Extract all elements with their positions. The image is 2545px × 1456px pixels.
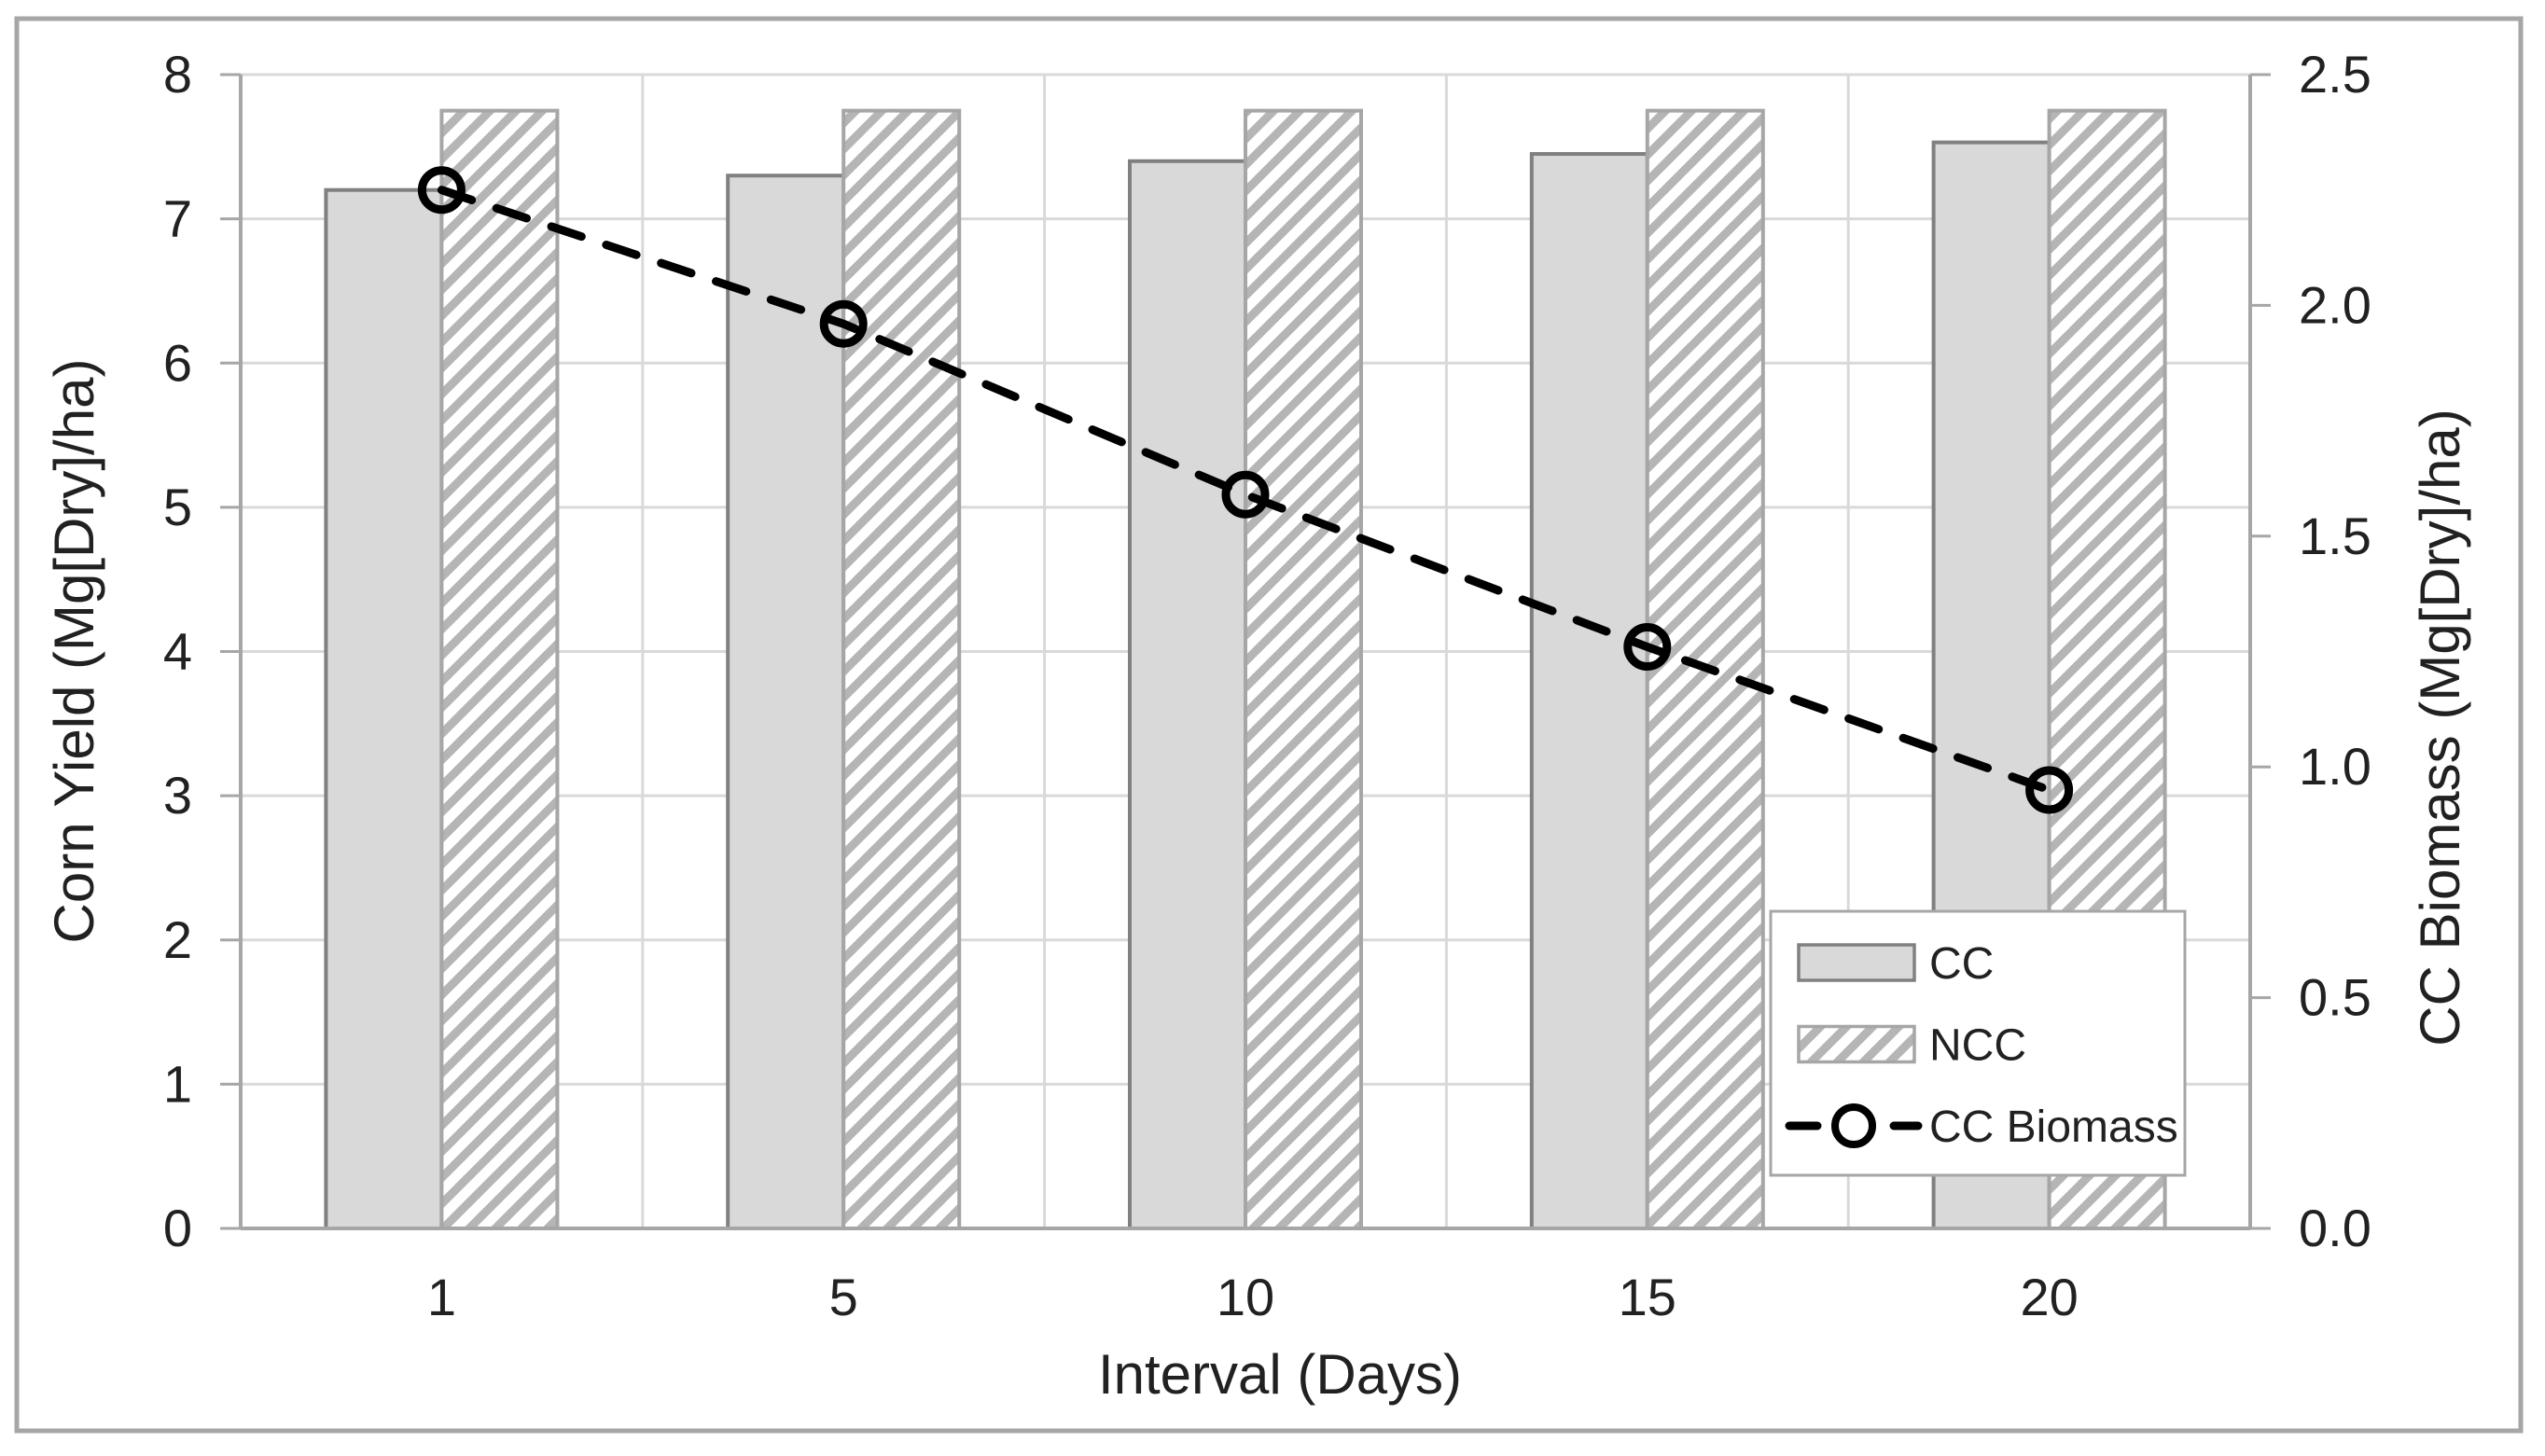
left-axis-title: Corn Yield (Mg[Dry]/ha) bbox=[43, 359, 105, 944]
legend-label-cc-biomass: CC Biomass bbox=[1929, 1102, 2178, 1152]
right-tick-label-0.0: 0.0 bbox=[2299, 1199, 2371, 1257]
x-tick-label-5: 5 bbox=[829, 1268, 858, 1326]
axis-tick-marks bbox=[220, 73, 2271, 1230]
x-tick-label-10: 10 bbox=[1217, 1268, 1274, 1326]
left-tick-label-2: 2 bbox=[163, 910, 192, 969]
right-tick-label-0.5: 0.5 bbox=[2299, 968, 2371, 1027]
x-tick-label-1: 1 bbox=[427, 1268, 456, 1326]
cc-bar-5 bbox=[726, 173, 846, 1230]
left-tick-label-5: 5 bbox=[163, 478, 192, 536]
left-tick-label-0: 0 bbox=[163, 1199, 192, 1257]
cc-biomass-marker-10 bbox=[1221, 470, 1270, 519]
right-axis-tick-labels: 0.0 0.5 1.0 1.5 2.0 2.5 bbox=[2299, 45, 2371, 1257]
legend-swatch-cc bbox=[1797, 943, 1916, 982]
left-axis-tick-labels: 0 1 2 3 4 5 6 7 8 bbox=[163, 45, 192, 1257]
left-tick-label-3: 3 bbox=[163, 766, 192, 825]
x-tick-label-20: 20 bbox=[2020, 1268, 2078, 1326]
right-tick-label-2.5: 2.5 bbox=[2299, 45, 2371, 104]
left-tick-label-1: 1 bbox=[163, 1054, 192, 1113]
cc-bar-1 bbox=[324, 187, 444, 1231]
ncc-bar-10 bbox=[1244, 108, 1363, 1230]
legend-swatch-ncc bbox=[1797, 1024, 1916, 1064]
left-tick-label-7: 7 bbox=[163, 189, 192, 248]
right-tick-label-2.0: 2.0 bbox=[2299, 275, 2371, 334]
left-tick-label-6: 6 bbox=[163, 333, 192, 392]
right-tick-label-1.0: 1.0 bbox=[2299, 737, 2371, 796]
cc-biomass-marker-20 bbox=[2025, 766, 2074, 814]
ncc-bar-1 bbox=[439, 108, 560, 1230]
right-tick-label-1.5: 1.5 bbox=[2299, 506, 2371, 565]
bar-series-group bbox=[324, 108, 2167, 1231]
cc-biomass-line-series bbox=[417, 166, 2074, 814]
x-axis-tick-labels: 1 5 10 15 20 bbox=[427, 1268, 2079, 1326]
figure-border bbox=[14, 16, 2524, 1434]
x-axis-title: Interval (Days) bbox=[1098, 1343, 1462, 1406]
cc-bar-10 bbox=[1128, 159, 1247, 1230]
cc-biomass-marker-1 bbox=[417, 166, 466, 215]
ncc-bar-5 bbox=[841, 108, 962, 1230]
left-tick-label-4: 4 bbox=[163, 622, 192, 681]
cc-biomass-marker-5 bbox=[819, 299, 868, 348]
right-axis-title: CC Biomass (Mg[Dry]/ha) bbox=[2409, 409, 2471, 1046]
x-tick-label-15: 15 bbox=[1619, 1268, 1676, 1326]
left-tick-label-8: 8 bbox=[163, 45, 192, 104]
cc-bar-15 bbox=[1529, 152, 1649, 1231]
legend-label-cc: CC bbox=[1929, 939, 1994, 989]
legend-label-ncc: NCC bbox=[1929, 1021, 2026, 1071]
cc-biomass-marker-15 bbox=[1623, 623, 1672, 672]
legend-swatch-cc-biomass-marker bbox=[1831, 1103, 1876, 1148]
legend: CC NCC CC Biomass bbox=[1769, 909, 2187, 1177]
